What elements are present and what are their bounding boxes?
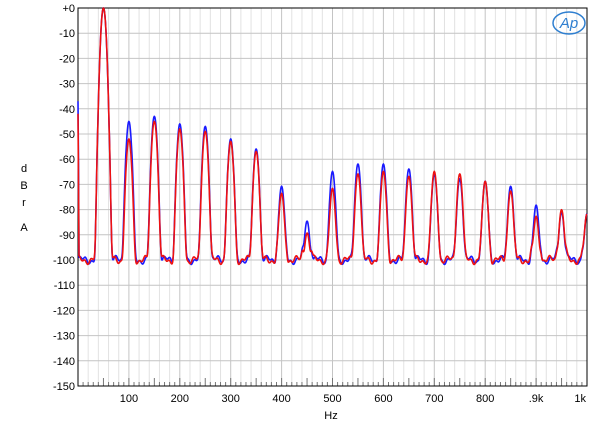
y-axis-label: dBr A [20,163,28,234]
y-tick-labels: +0 -10 -20 -30 -40 -50 -60 -70 -80 -90 -100 -110 -12… [53,3,75,393]
x-tick-labels: 100 200 300 400 500 600 700 800 .9k 1k [120,393,587,405]
y-tick-label: -140 [53,356,75,368]
x-tick-label: 100 [120,393,138,405]
x-minor-ticks [82,378,583,386]
y-tick-label: -30 [59,79,75,91]
spectrum-series-line [77,7,588,266]
x-axis-label: Hz [324,410,337,422]
major-gridlines [78,8,587,386]
y-axis-label-char: r [22,197,26,209]
ap-logo: Ap [552,11,586,35]
x-tick-label: 700 [425,393,443,405]
x-tick-label: 400 [272,393,290,405]
ap-logo-ring [552,11,586,35]
series-layer [77,7,588,266]
y-tick-label: +0 [62,3,75,15]
y-tick-label: -50 [59,129,75,141]
y-tick-label: -90 [59,230,75,242]
y-tick-label: -70 [59,179,75,191]
y-tick-label: -100 [53,255,75,267]
y-tick-label: -80 [59,205,75,217]
y-tick-label: -130 [53,331,75,343]
y-tick-label: -20 [59,53,75,65]
x-tick-label: 800 [476,393,494,405]
spectrum-series-line [77,7,588,266]
ap-logo-text: Ap [559,15,578,32]
y-tick-label: -10 [59,28,75,40]
y-axis-label-char: B [20,180,27,192]
y-tick-label: -110 [54,280,75,292]
x-tick-label: 500 [323,393,341,405]
y-axis-label-char: d [21,163,27,175]
x-tick-label: 1k [574,393,586,405]
x-tick-label: 300 [222,393,240,405]
minor-gridlines [87,8,578,386]
y-axis-label-char: A [20,222,28,234]
x-tick-label: .9k [529,393,544,405]
y-tick-label: -150 [53,381,75,393]
x-tick-label: 200 [171,393,189,405]
x-tick-label: 600 [374,393,392,405]
y-tick-label: -120 [53,305,75,317]
y-tick-label: -40 [59,104,75,116]
y-tick-label: -60 [59,154,75,166]
